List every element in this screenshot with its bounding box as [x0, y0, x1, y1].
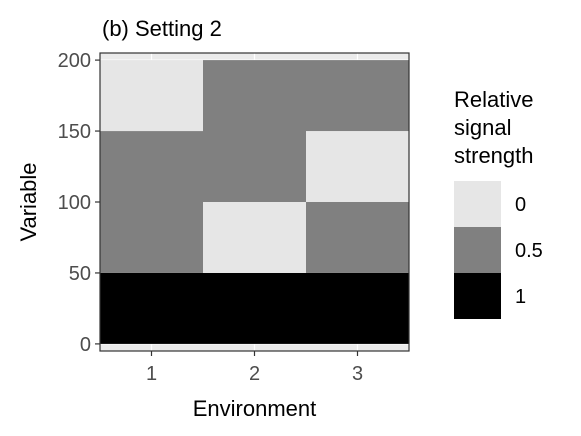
y-tick-label: 50 — [69, 263, 91, 285]
heatmap-cell — [100, 131, 203, 273]
legend-key — [454, 273, 501, 319]
y-tick-label: 150 — [58, 121, 91, 143]
legend-title-line: Relative — [454, 87, 533, 112]
x-tick-label: 1 — [146, 363, 157, 385]
legend-label: 1 — [515, 286, 526, 308]
heatmap-cell — [203, 60, 306, 202]
legend: Relative signal strength 0 0.5 1 — [454, 87, 543, 319]
heatmap-cell — [306, 272, 409, 344]
x-tick-label: 2 — [249, 363, 260, 385]
x-tick-label: 3 — [352, 363, 363, 385]
heatmap-cell — [306, 131, 409, 202]
heatmap-cell — [306, 202, 409, 273]
legend-key — [454, 181, 501, 227]
x-axis: 1 2 3 — [146, 351, 363, 385]
heatmap-cell — [100, 272, 203, 344]
heatmap-cell — [203, 202, 306, 273]
y-tick-label: 100 — [58, 192, 91, 214]
heatmap-cell — [100, 60, 203, 132]
chart-title: (b) Setting 2 — [102, 16, 222, 41]
heatmap-cell — [203, 272, 306, 344]
legend-label: 0.5 — [515, 240, 543, 262]
x-axis-title: Environment — [193, 396, 317, 421]
legend-label: 0 — [515, 194, 526, 216]
y-axis: 0 50 100 150 200 — [58, 50, 100, 356]
legend-title-line: strength — [454, 143, 534, 168]
y-tick-label: 200 — [58, 50, 91, 72]
y-axis-title: Variable — [16, 162, 41, 241]
heatmap-cell — [306, 60, 409, 132]
y-tick-label: 0 — [80, 334, 91, 356]
heatmap-cells — [100, 60, 409, 344]
legend-title-line: signal — [454, 115, 511, 140]
legend-key — [454, 227, 501, 273]
